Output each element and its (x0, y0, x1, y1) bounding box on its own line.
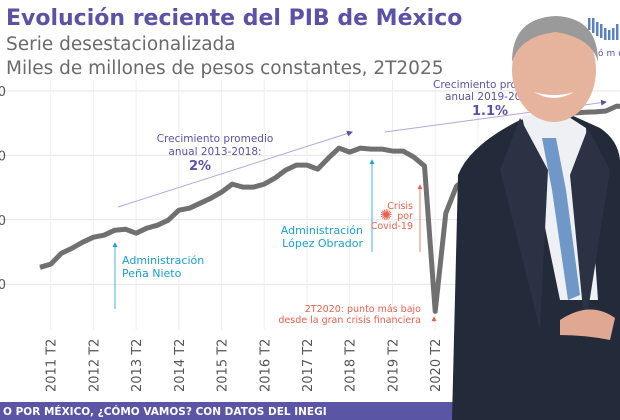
data-point (391, 150, 393, 152)
x-tick-label: 2011 T2 (45, 339, 60, 392)
covid-label: Crisis (387, 201, 413, 212)
data-point (317, 168, 319, 170)
trend-label: Crecimiento promedio (157, 133, 274, 145)
low-point-label: 2T2020: punto más bajo (305, 304, 421, 315)
x-tick-label: 2020 T2 (429, 339, 444, 392)
data-point (39, 266, 41, 268)
data-point (178, 209, 180, 211)
data-point (584, 111, 586, 113)
x-axis: 2011 T2 2012 T2 2013 T2 2014 T2 2015 T2 2016 … (45, 339, 487, 392)
data-point (124, 228, 126, 230)
data-point (71, 247, 73, 249)
data-point (381, 148, 383, 150)
data-point (594, 111, 596, 113)
data-point (146, 227, 148, 229)
x-tick-label: 2014 T2 (173, 339, 188, 392)
footer-source: O POR MÉXICO, ¿CÓMO VAMOS? CON DATOS DEL… (3, 405, 327, 418)
low-point-label: desde la gran crisis financiera (278, 315, 421, 326)
y-tick-label: 22,000 (0, 214, 6, 229)
data-point (199, 202, 201, 204)
data-point (50, 263, 52, 265)
amlo-label: López Obrador (282, 237, 363, 250)
data-point (370, 148, 372, 150)
trend-value: 2% (189, 159, 211, 174)
x-tick-label: 2019 T2 (386, 339, 401, 392)
x-tick-label: 2017 T2 (301, 339, 316, 392)
virus-icon: ✺ (380, 206, 393, 224)
chart-title: Evolución reciente del PIB de México (6, 6, 462, 31)
data-point (92, 236, 94, 238)
data-point (274, 177, 276, 179)
trend-arrow-2013-2018 (117, 130, 353, 208)
data-point (434, 310, 436, 312)
data-point (221, 191, 223, 193)
data-point (189, 207, 191, 209)
x-tick-label: 2015 T2 (216, 339, 231, 392)
chart-units: Miles de millones de pesos constantes, 2… (6, 58, 444, 79)
y-tick-label: 20,000 (0, 278, 6, 293)
data-point (60, 252, 62, 254)
data-point (413, 156, 415, 158)
data-point (156, 224, 158, 226)
y-tick-label: 26,000 (0, 85, 6, 100)
data-point (402, 150, 404, 152)
covid-label: por (397, 211, 413, 222)
trend-label: anual 2013-2018: (168, 146, 261, 158)
data-point (327, 157, 329, 159)
data-point (306, 164, 308, 166)
epn-label: Administración (122, 254, 204, 267)
x-tick-label: 2013 T2 (130, 339, 145, 392)
trend-value: 1.1% (472, 104, 508, 119)
logo: cómo (588, 18, 620, 59)
logo-text: cómo (590, 48, 620, 59)
x-tick-label: 2016 T2 (258, 339, 273, 392)
y-tick-label: 24,000 (0, 149, 6, 164)
person-photo (452, 16, 620, 420)
data-point (135, 232, 137, 234)
epn-label: Peña Nieto (122, 267, 182, 280)
data-point (456, 185, 458, 187)
data-point (338, 147, 340, 149)
trend-label: Crecimiento prom (433, 79, 527, 91)
amlo-label: Administración (281, 224, 363, 237)
x-tick-label: 2012 T2 (87, 339, 102, 392)
data-point (231, 183, 233, 185)
y-axis: 20,000 22,000 24,000 26,000 (0, 85, 6, 293)
data-point (263, 183, 265, 185)
data-point (242, 186, 244, 188)
data-point (285, 169, 287, 171)
data-point (210, 197, 212, 199)
data-point (445, 212, 447, 214)
data-point (103, 234, 105, 236)
x-tick-label: 2018 T2 (344, 339, 359, 392)
data-point (616, 105, 618, 107)
data-point (295, 164, 297, 166)
data-point (423, 165, 425, 167)
data-point (359, 147, 361, 149)
data-point (82, 241, 84, 243)
data-point (349, 151, 351, 153)
data-point (253, 186, 255, 188)
chart-subtitle: Serie desestacionalizada (6, 34, 236, 55)
data-point (605, 110, 607, 112)
covid-label: Covid-19 (371, 221, 413, 232)
trend-label: anual 2019-2024 (445, 91, 535, 103)
data-point (114, 229, 116, 231)
data-point (167, 219, 169, 221)
